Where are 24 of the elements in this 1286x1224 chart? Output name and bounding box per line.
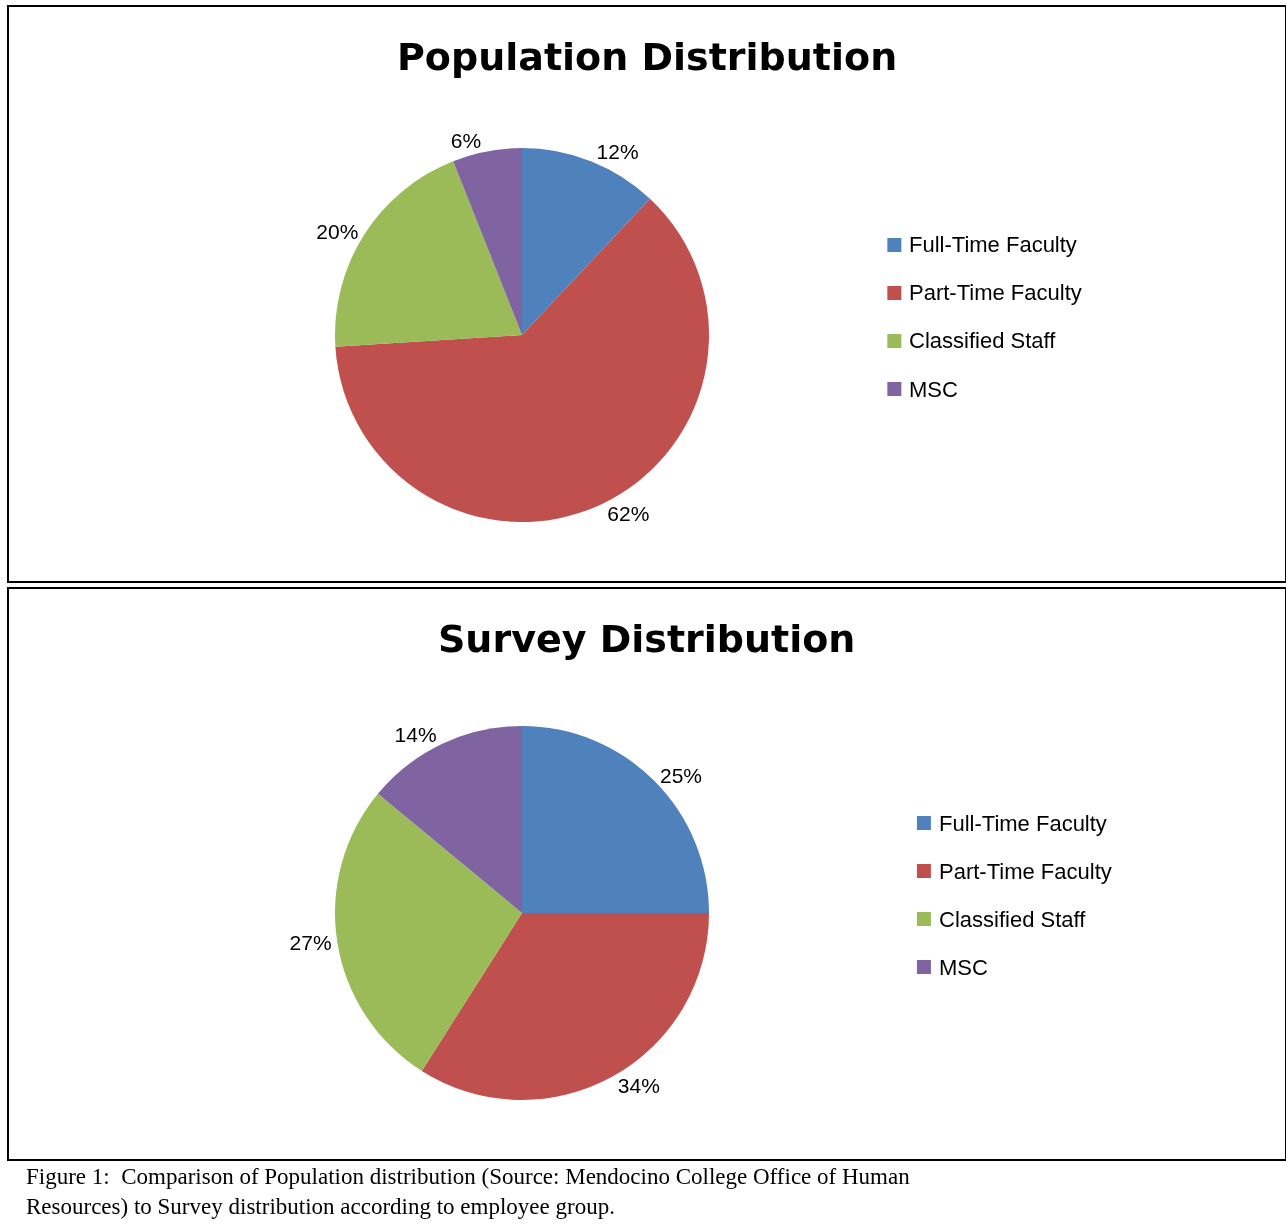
chart-title: Survey Distribution [438, 617, 856, 661]
legend-label: MSC [909, 377, 958, 402]
legend-label: Part-Time Faculty [939, 859, 1112, 884]
data-label: 25% [659, 763, 703, 787]
pie-slice [421, 913, 709, 1100]
chart-title: Population Distribution [397, 35, 898, 79]
data-label: 12% [596, 139, 639, 163]
data-label: 34% [617, 1074, 660, 1098]
legend-label: Full-Time Faculty [909, 232, 1077, 257]
pie-slice [377, 726, 522, 913]
legend-label: Classified Staff [909, 328, 1057, 353]
data-label: 62% [607, 502, 650, 526]
caption: Figure 1: Comparison of Population distribution (Source: Mendocino College Office of Human Resources) to Survey distribution according to employee group. [26, 1164, 911, 1219]
data-label: 27% [289, 931, 332, 955]
pie-slice [453, 148, 522, 335]
data-label: 20% [316, 220, 359, 243]
legend-label: Classified Staff [939, 907, 1087, 932]
legend-label: Full-Time Faculty [939, 811, 1107, 836]
data-label: 6% [450, 128, 482, 152]
data-label: 14% [394, 722, 437, 746]
legend-label: Part-Time Faculty [909, 280, 1082, 305]
legend-label: MSC [939, 955, 988, 980]
pie-slice [522, 726, 709, 913]
pie-slice [335, 793, 522, 1071]
